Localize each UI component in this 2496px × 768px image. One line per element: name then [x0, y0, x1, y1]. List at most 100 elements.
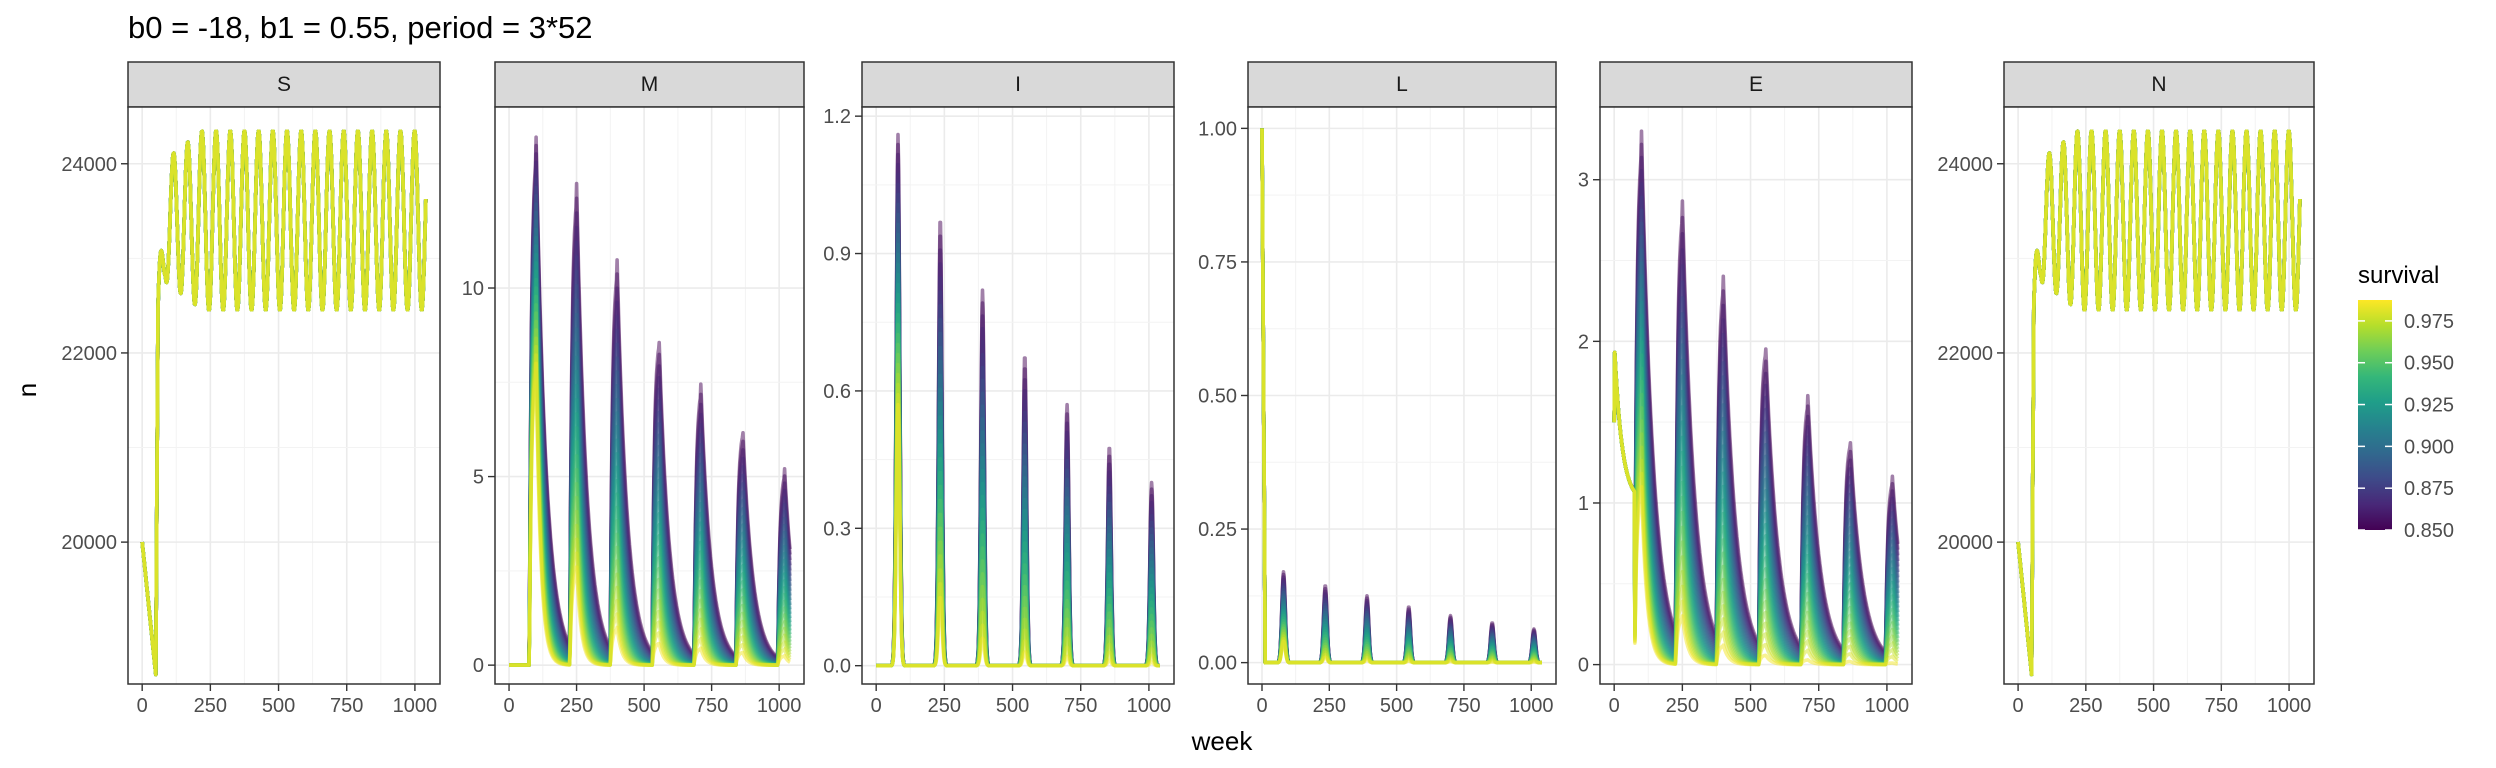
legend-colorbar — [2358, 300, 2392, 530]
y-tick-label: 22000 — [1937, 343, 1993, 365]
legend-title: survival — [2358, 262, 2439, 289]
x-tick-label: 0 — [1256, 695, 1267, 717]
y-tick-label: 3 — [1578, 170, 1589, 192]
x-tick-label: 250 — [560, 695, 593, 717]
axis-ticks: 0 250 500 750 1000 0 1 2 3 — [1578, 170, 1909, 717]
x-tick-label: 500 — [1734, 695, 1767, 717]
facet-strip — [127, 61, 441, 108]
series-line-survival-0.985 — [2016, 129, 2302, 677]
x-tick-label: 0 — [503, 695, 514, 717]
x-tick-label: 250 — [2069, 695, 2102, 717]
legend-tick-label: 0.925 — [2404, 395, 2454, 417]
axis-ticks: 0 250 500 750 1000 0 5 10 — [462, 278, 802, 717]
axis-ticks: 0 250 500 750 1000 20000 22000 24000 — [61, 154, 437, 717]
axis-ticks: 0 250 500 750 1000 0.00 0.25 0.50 0.75 1.00 — [1198, 118, 1553, 717]
y-tick-label: 24000 — [61, 154, 117, 176]
y-tick-label: 0.00 — [1198, 653, 1237, 675]
x-tick-label: 1000 — [757, 695, 802, 717]
x-tick-label: 1000 — [393, 695, 438, 717]
y-tick-label: 22000 — [61, 343, 117, 365]
x-tick-label: 750 — [695, 695, 728, 717]
legend-tick-label: 0.950 — [2404, 353, 2454, 375]
y-tick-label: 5 — [473, 467, 484, 489]
y-tick-label: 0.25 — [1198, 519, 1237, 541]
color-legend: survival 0.975 0.950 0.925 0.900 0.875 0.850 — [2358, 262, 2454, 542]
facet-label: M — [641, 73, 659, 96]
x-tick-label: 750 — [2205, 695, 2238, 717]
x-tick-label: 500 — [262, 695, 295, 717]
x-tick-label: 500 — [627, 695, 660, 717]
x-tick-label: 0 — [137, 695, 148, 717]
chart-title: b0 = -18, b1 = 0.55, period = 3*52 — [128, 10, 593, 45]
y-tick-label: 24000 — [1937, 154, 1993, 176]
series-lines — [2016, 129, 2302, 677]
y-tick-label: 1.00 — [1198, 118, 1237, 140]
axis-ticks: 0 250 500 750 1000 20000 22000 24000 — [1937, 154, 2311, 717]
series-lines — [1612, 129, 1900, 667]
series-line-survival-0.985 — [874, 402, 1162, 668]
x-tick-label: 250 — [194, 695, 227, 717]
plot-area — [862, 107, 1174, 684]
facet-strip — [861, 61, 1175, 108]
series-lines — [140, 129, 428, 677]
y-tick-label: 20000 — [1937, 532, 1993, 554]
gridlines — [1248, 107, 1556, 684]
y-tick-label: 20000 — [61, 532, 117, 554]
facet-s: S 0 250 500 750 1000 20000 22000 24000 — [61, 61, 441, 717]
y-tick-label: 0.9 — [823, 244, 851, 266]
x-tick-label: 0 — [2013, 695, 2024, 717]
gridlines — [862, 107, 1174, 684]
y-axis-label: n — [12, 383, 42, 397]
x-tick-label: 1000 — [1509, 695, 1554, 717]
x-tick-label: 500 — [2137, 695, 2170, 717]
panel-border — [1599, 106, 1913, 685]
series-line-survival-0.985 — [140, 129, 428, 677]
x-tick-label: 250 — [1666, 695, 1699, 717]
y-tick-label: 0.50 — [1198, 386, 1237, 408]
legend-tick-label: 0.900 — [2404, 436, 2454, 458]
facet-label: L — [1396, 73, 1408, 96]
y-tick-label: 1.2 — [823, 106, 851, 128]
y-tick-label: 0.75 — [1198, 252, 1237, 274]
series-lines — [507, 135, 792, 667]
panel-border — [127, 106, 441, 685]
x-tick-label: 250 — [928, 695, 961, 717]
x-tick-label: 0 — [1609, 695, 1620, 717]
facet-m: M 0 250 500 750 1000 0 5 10 — [462, 61, 805, 717]
x-tick-label: 1000 — [1127, 695, 1172, 717]
y-tick-label: 0.0 — [823, 656, 851, 678]
axis-ticks: 0 250 500 750 1000 0.0 0.3 0.6 0.9 1.2 — [823, 106, 1171, 717]
x-tick-label: 1000 — [2267, 695, 2312, 717]
y-tick-label: 0.3 — [823, 518, 851, 540]
y-tick-label: 2 — [1578, 331, 1589, 353]
y-tick-label: 1 — [1578, 493, 1589, 515]
facet-strip — [494, 61, 805, 108]
legend-ticks: 0.975 0.950 0.925 0.900 0.875 0.850 — [2358, 311, 2454, 542]
facet-label: S — [277, 73, 291, 96]
facet-l: L 0 250 500 750 1000 0.00 0.25 0.50 0.75 1.00 — [1198, 61, 1557, 717]
x-tick-label: 500 — [1380, 695, 1413, 717]
series-line-survival-0.985 — [1612, 350, 1900, 667]
panel-border — [494, 106, 805, 685]
facet-i: I 0 250 500 750 1000 0.0 0.3 0.6 0.9 1.2 — [823, 61, 1175, 717]
series-lines — [874, 132, 1162, 668]
x-tick-label: 750 — [330, 695, 363, 717]
facet-strip — [1599, 61, 1913, 108]
y-tick-label: 10 — [462, 278, 484, 300]
y-tick-label: 0 — [473, 655, 484, 677]
x-tick-label: 1000 — [1865, 695, 1910, 717]
x-tick-label: 750 — [1447, 695, 1480, 717]
x-tick-label: 750 — [1064, 695, 1097, 717]
facet-n: N 0 250 500 750 1000 20000 22000 24000 — [1937, 61, 2315, 717]
y-tick-label: 0 — [1578, 655, 1589, 677]
facet-strip — [1247, 61, 1557, 108]
facet-strip — [2003, 61, 2315, 108]
x-tick-label: 500 — [996, 695, 1029, 717]
series-line-survival-0.985 — [1260, 128, 1544, 665]
panel-border — [861, 106, 1175, 685]
legend-tick-label: 0.875 — [2404, 478, 2454, 500]
facet-label: N — [2151, 73, 2166, 96]
series-lines — [1260, 128, 1544, 665]
